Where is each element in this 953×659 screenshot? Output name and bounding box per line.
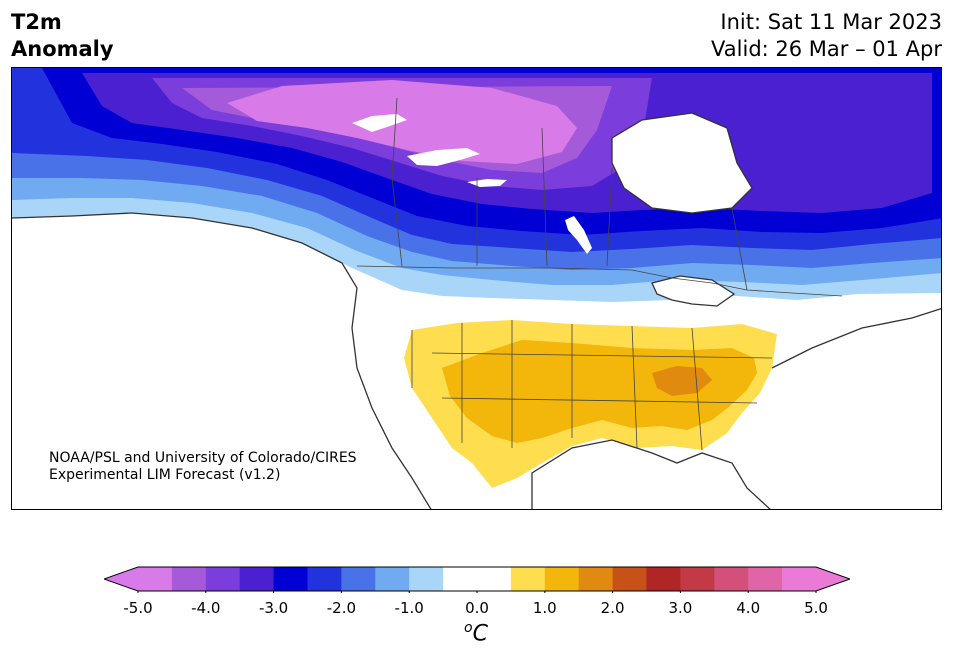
colorbar-unit-label: oC bbox=[464, 620, 488, 646]
colorbar bbox=[104, 566, 850, 593]
colorbar-tick-label: -1.0 bbox=[394, 599, 424, 617]
unit-letter: C bbox=[472, 621, 488, 647]
colorbar-segment bbox=[171, 567, 207, 591]
colorbar-tick-label: 4.0 bbox=[736, 599, 761, 617]
pacific-ocean bbox=[12, 213, 431, 509]
map-canvas bbox=[12, 68, 941, 509]
colorbar-segment bbox=[782, 567, 817, 591]
colorbar-tick-label: 1.0 bbox=[532, 599, 557, 617]
colorbar-segment bbox=[748, 567, 783, 591]
colorbar-tick-label: -4.0 bbox=[191, 599, 221, 617]
credit-text: NOAA/PSL and University of Colorado/CIRE… bbox=[49, 450, 357, 484]
colorbar-tick-label: 3.0 bbox=[668, 599, 693, 617]
credit-line2: Experimental LIM Forecast (v1.2) bbox=[49, 467, 281, 483]
lake-winnipeg bbox=[565, 216, 592, 254]
colorbar-segment bbox=[646, 567, 681, 591]
unit-degree: o bbox=[464, 620, 473, 636]
colorbar-segment bbox=[375, 567, 410, 591]
colorbar-segment bbox=[612, 567, 647, 591]
colorbar-tick-label: 0.0 bbox=[465, 599, 489, 617]
colorbar-segment bbox=[239, 567, 275, 591]
great-slave-lake bbox=[407, 148, 480, 166]
anomaly-map bbox=[11, 67, 942, 510]
gulf-of-mexico bbox=[532, 440, 770, 509]
colorbar-tick-label: -5.0 bbox=[123, 599, 153, 617]
coastlines bbox=[12, 112, 941, 509]
title-variable-line2: Anomaly bbox=[11, 37, 114, 61]
colorbar-tick-label: -3.0 bbox=[258, 599, 289, 617]
credit-line1: NOAA/PSL and University of Colorado/CIRE… bbox=[49, 450, 357, 466]
colorbar-tick-label: 2.0 bbox=[600, 599, 625, 617]
colorbar-segment bbox=[544, 567, 580, 591]
great-bear-lake bbox=[352, 114, 407, 132]
map-title: T2m Anomaly bbox=[11, 9, 114, 63]
hudson-bay bbox=[612, 113, 752, 213]
colorbar-segment bbox=[680, 567, 715, 591]
colorbar-segment bbox=[510, 567, 546, 591]
colorbar-segment bbox=[341, 567, 376, 591]
valid-range: Valid: 26 Mar – 01 Apr bbox=[711, 37, 942, 61]
colorbar-segment bbox=[138, 567, 173, 591]
colorbar-under-arrow bbox=[104, 567, 138, 591]
title-variable-line1: T2m bbox=[11, 10, 62, 34]
forecast-dates: Init: Sat 11 Mar 2023 Valid: 26 Mar – 01… bbox=[711, 9, 942, 63]
colorbar-segment bbox=[578, 567, 614, 591]
colorbar-segment bbox=[443, 567, 478, 591]
colorbar-tick-label: -2.0 bbox=[326, 599, 357, 617]
borders bbox=[356, 97, 843, 451]
colorbar-segment bbox=[273, 567, 308, 591]
colorbar-tick-label: 5.0 bbox=[804, 599, 828, 617]
band-pos-1 bbox=[442, 340, 757, 443]
colorbar-segment bbox=[477, 567, 512, 591]
colorbar-segment bbox=[307, 567, 342, 591]
band-neg-4.5 bbox=[227, 80, 577, 164]
colorbar-segment bbox=[205, 567, 241, 591]
atlantic-ocean bbox=[747, 308, 941, 509]
init-date: Init: Sat 11 Mar 2023 bbox=[720, 10, 942, 34]
colorbar-segment bbox=[714, 567, 749, 591]
colorbar-over-arrow bbox=[816, 567, 850, 591]
colorbar-segment bbox=[409, 567, 444, 591]
